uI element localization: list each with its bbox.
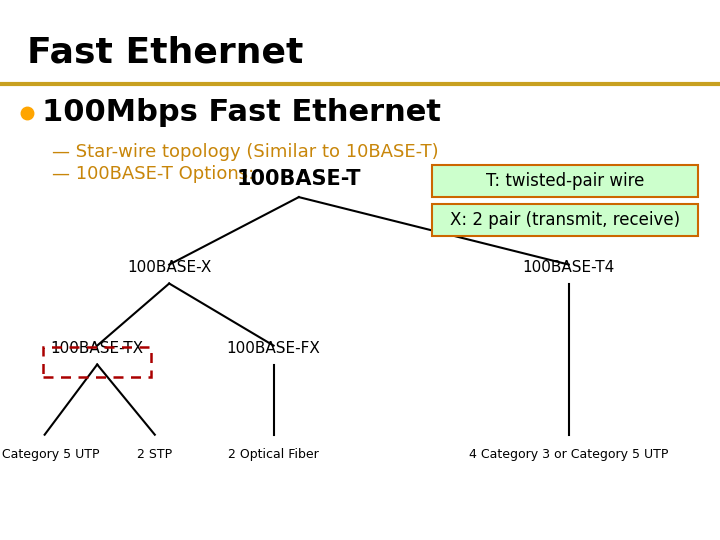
Text: X: 2 pair (transmit, receive): X: 2 pair (transmit, receive) [450,211,680,229]
Text: 2 STP: 2 STP [138,448,172,461]
Text: Fast Ethernet: Fast Ethernet [27,35,304,69]
Text: — 100BASE-T Options:: — 100BASE-T Options: [52,165,254,183]
Text: 2 Optical Fiber: 2 Optical Fiber [228,448,319,461]
FancyBboxPatch shape [432,165,698,197]
Text: 4 Category 3 or Category 5 UTP: 4 Category 3 or Category 5 UTP [469,448,668,461]
FancyBboxPatch shape [432,204,698,236]
Text: 100BASE-T: 100BASE-T [237,169,361,189]
Text: 100Mbps Fast Ethernet: 100Mbps Fast Ethernet [42,98,441,127]
Text: 100BASE-FX: 100BASE-FX [227,341,320,356]
Text: T: twisted-pair wire: T: twisted-pair wire [486,172,644,190]
Text: — Star-wire topology (Similar to 10BASE-T): — Star-wire topology (Similar to 10BASE-… [52,143,438,161]
Text: 2 Category 5 UTP: 2 Category 5 UTP [0,448,99,461]
Text: 100BASE-TX: 100BASE-TX [50,341,144,356]
Text: 100BASE-T4: 100BASE-T4 [523,260,615,275]
Text: 100BASE-X: 100BASE-X [127,260,212,275]
